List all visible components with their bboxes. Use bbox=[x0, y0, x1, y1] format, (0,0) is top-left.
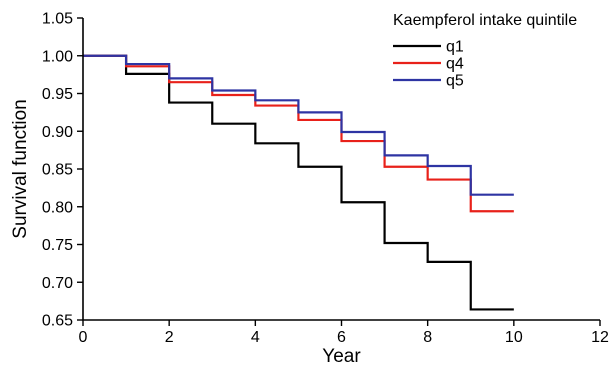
axis-frame bbox=[82, 18, 600, 321]
y-tick-label: 0.75 bbox=[42, 237, 73, 254]
y-axis-ticks: 0.65 0.70 0.75 0.80 0.85 0.90 0.95 1.00 1.05 bbox=[42, 11, 83, 330]
y-tick-label: 1.00 bbox=[42, 48, 73, 65]
series-lines bbox=[83, 54, 514, 311]
y-tick-label: 0.85 bbox=[42, 162, 73, 179]
x-tick-label: 8 bbox=[423, 329, 432, 346]
legend-label-q4: q4 bbox=[446, 56, 464, 73]
x-tick-label: 4 bbox=[251, 329, 260, 346]
x-tick-label: 2 bbox=[165, 329, 174, 346]
y-axis-title: Survival function bbox=[10, 99, 31, 238]
x-axis-title: Year bbox=[322, 346, 361, 366]
series-line-q1 bbox=[83, 54, 514, 311]
y-tick-label: 0.90 bbox=[42, 124, 73, 141]
x-tick-label: 10 bbox=[505, 329, 523, 346]
y-tick-label: 0.65 bbox=[42, 313, 73, 330]
y-tick-label: 0.95 bbox=[42, 86, 73, 103]
series-line-q5 bbox=[83, 54, 514, 196]
x-axis-ticks: 0 2 4 6 8 10 12 bbox=[79, 320, 609, 346]
y-tick-label: 0.80 bbox=[42, 199, 73, 216]
y-tick-label: 1.05 bbox=[42, 11, 73, 28]
legend-label-q5: q5 bbox=[446, 73, 464, 90]
legend-title: Kaempferol intake quintile bbox=[393, 12, 577, 29]
x-tick-label: 0 bbox=[79, 329, 88, 346]
x-tick-label: 6 bbox=[337, 329, 346, 346]
legend-label-q1: q1 bbox=[446, 39, 464, 56]
y-tick-label: 0.70 bbox=[42, 275, 73, 292]
x-tick-label: 12 bbox=[591, 329, 609, 346]
